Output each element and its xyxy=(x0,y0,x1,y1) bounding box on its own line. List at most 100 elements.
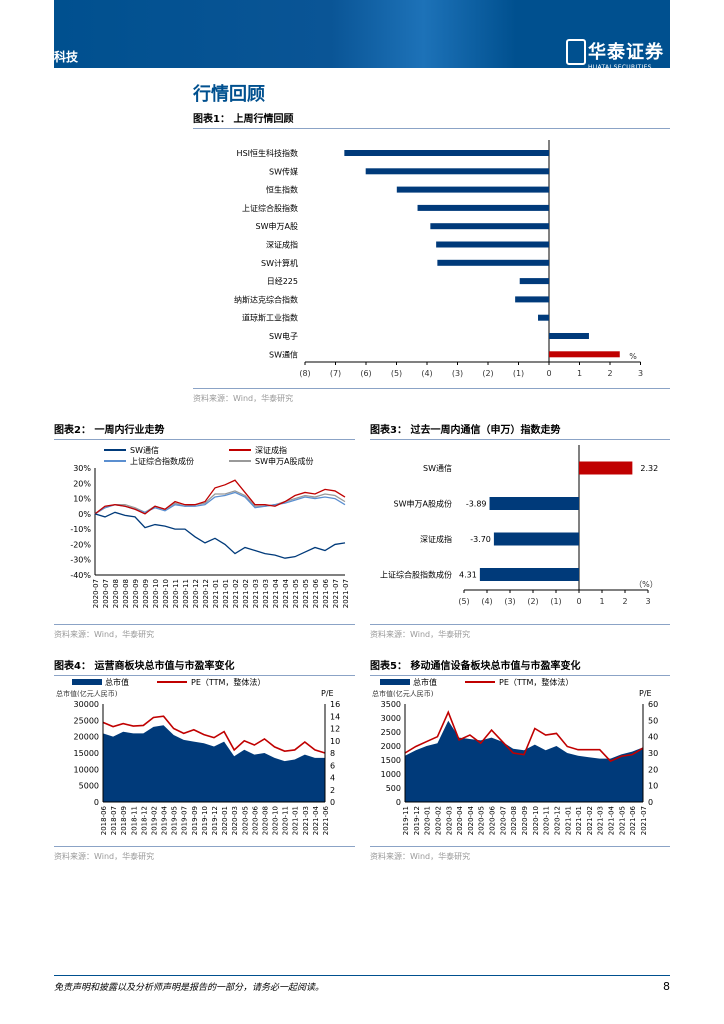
y-tick-label-right: 12 xyxy=(330,725,340,734)
x-tick-label: (5) xyxy=(391,369,402,378)
x-tick-label: 2020-12 xyxy=(553,806,561,835)
x-tick-label: 2019-05 xyxy=(171,806,179,835)
bar xyxy=(417,204,549,211)
bar xyxy=(344,150,549,156)
y-tick-label-right: 10 xyxy=(330,737,340,746)
x-tick-label: 3 xyxy=(638,369,643,378)
y-tick-label-right: 4 xyxy=(330,774,335,783)
x-tick-label: 2021-05 xyxy=(292,579,300,608)
y-axis-title-left: 总市值(亿元人民币) xyxy=(56,689,118,698)
pe-line xyxy=(404,710,644,763)
x-tick-label: (1) xyxy=(513,369,524,378)
y-tick-label-left: 3000 xyxy=(381,714,401,723)
y-tick-label: 0% xyxy=(78,510,91,519)
unit-label: （%） xyxy=(634,580,658,589)
unit-label: % xyxy=(629,352,637,361)
fig4-chart: 30000 25000 20000 15000 10000 5000 0 16 14 12 10 8 6… xyxy=(56,677,340,835)
x-tick-label: 2021-07 xyxy=(342,579,350,608)
y-tick-label-right: 6 xyxy=(330,761,335,770)
x-tick-label: 2 xyxy=(607,369,612,378)
x-tick-label: (2) xyxy=(482,369,493,378)
y-tick-label-left: 1000 xyxy=(381,770,401,779)
legend-label: PE（TTM，整体法） xyxy=(499,677,573,687)
y-tick-label-right: 0 xyxy=(330,798,335,807)
fig4-source: 资料来源：Wind，华泰研究 xyxy=(54,846,355,862)
x-tick-label: 2020-02 xyxy=(434,806,442,835)
y-tick-label-right: 14 xyxy=(330,712,340,721)
footer-divider xyxy=(54,975,670,976)
y-axis-title-left: 总市值(亿元人民币) xyxy=(372,689,434,698)
bar xyxy=(479,568,579,581)
fig1-chart: (8) (7) (6) (5) (4) (3) (2) (1) 0 1 2 3 HSI恒生科技指数 SW传… xyxy=(234,140,643,378)
legend-label: PE（TTM，整体法） xyxy=(191,677,265,687)
bar xyxy=(549,351,620,358)
y-tick-label-right: 20 xyxy=(648,765,658,774)
y-tick-label-left: 2000 xyxy=(381,742,401,751)
y-tick-label: -30% xyxy=(70,556,91,565)
x-tick-label: 3 xyxy=(645,597,650,606)
fig1-source: 资料来源：Wind，华泰研究 xyxy=(193,388,670,404)
x-tick-label: 0 xyxy=(546,369,551,378)
x-tick-label: 2020-06 xyxy=(251,805,259,835)
y-tick-label: -40% xyxy=(70,571,91,580)
x-tick-label: 2020-10 xyxy=(162,579,170,608)
pe-line xyxy=(102,715,326,754)
x-tick-label: 2020-03 xyxy=(445,806,453,835)
y-tick-label-left: 0 xyxy=(396,798,401,807)
logo-subtext: HUATAI SECURITIES xyxy=(588,64,652,71)
x-tick-label: 2020-11 xyxy=(182,579,190,608)
x-tick-label: 2018-07 xyxy=(110,806,118,835)
x-tick-label: 2019-10 xyxy=(201,806,209,835)
bar xyxy=(515,296,549,303)
fig2-caption: 图表2： 一周内行业走势 xyxy=(54,421,355,440)
category-label: 纳斯达克综合指数 xyxy=(234,294,298,304)
x-tick-label: 2020-10 xyxy=(532,806,540,835)
fig2-chart: 30%20%10%0%-10%-20%-30%-40%2020-07 2020-0… xyxy=(70,445,350,608)
y-tick-label-right: 40 xyxy=(648,733,658,742)
x-tick-label: (3) xyxy=(504,597,515,606)
header-banner: 科技 华泰证券 HUATAI SECURITIES xyxy=(54,0,670,71)
x-tick-label: 0 xyxy=(576,597,581,606)
x-tick-label: (3) xyxy=(452,369,463,378)
y-tick-label-left: 15000 xyxy=(74,749,99,758)
x-tick-label: (2) xyxy=(527,597,538,606)
x-tick-label: 2020-11 xyxy=(172,579,180,608)
category-label: 深证成指 xyxy=(420,534,452,544)
y-tick-label-right: 60 xyxy=(648,700,658,709)
x-tick-label: 2020-09 xyxy=(521,806,529,835)
x-tick-label: 2020-01 xyxy=(221,806,229,835)
category-label: 深证成指 xyxy=(266,240,298,250)
category-label: 道琼斯工业指数 xyxy=(242,313,298,323)
x-tick-label: (4) xyxy=(421,369,432,378)
legend-label: SW通信 xyxy=(130,445,159,455)
fig2-source: 资料来源：Wind，华泰研究 xyxy=(54,624,355,640)
x-tick-label: 2020-08 xyxy=(122,579,130,608)
bar xyxy=(519,278,549,285)
category-label: SW电子 xyxy=(269,331,298,341)
fig5-caption: 图表5： 移动通信设备板块总市值与市盈率变化 xyxy=(370,657,670,676)
x-tick-label: 2021-07 xyxy=(640,806,648,835)
x-tick-label: 2021-02 xyxy=(242,579,250,608)
category-label: SW申万A股 xyxy=(256,221,298,231)
fig5-source: 资料来源：Wind，华泰研究 xyxy=(370,846,670,862)
logo-text: 华泰证券 xyxy=(588,42,664,63)
category-label: SW通信 xyxy=(269,349,298,359)
category-label: 上证综合股指数 xyxy=(242,203,298,213)
y-tick-label-right: 10 xyxy=(648,782,658,791)
x-tick-label: 2019-12 xyxy=(211,806,219,835)
y-tick-label-right: 8 xyxy=(330,749,335,758)
y-tick-label-left: 10000 xyxy=(74,765,99,774)
x-tick-label: 2021-02 xyxy=(586,806,594,835)
market-cap-area xyxy=(405,720,643,802)
bar xyxy=(437,259,549,266)
x-tick-label: (8) xyxy=(299,369,310,378)
legend-label: 上证综合指数成份 xyxy=(130,456,194,466)
x-tick-label: 2021-06 xyxy=(629,805,637,835)
x-tick-label: 2019-04 xyxy=(161,805,169,835)
bar xyxy=(579,461,633,475)
fig3-source: 资料来源：Wind，华泰研究 xyxy=(370,624,670,640)
x-tick-label: 2020-12 xyxy=(192,579,200,608)
x-tick-label: 2021-01 xyxy=(212,579,220,608)
bar xyxy=(396,186,549,193)
x-tick-label: 2020-11 xyxy=(282,806,290,835)
